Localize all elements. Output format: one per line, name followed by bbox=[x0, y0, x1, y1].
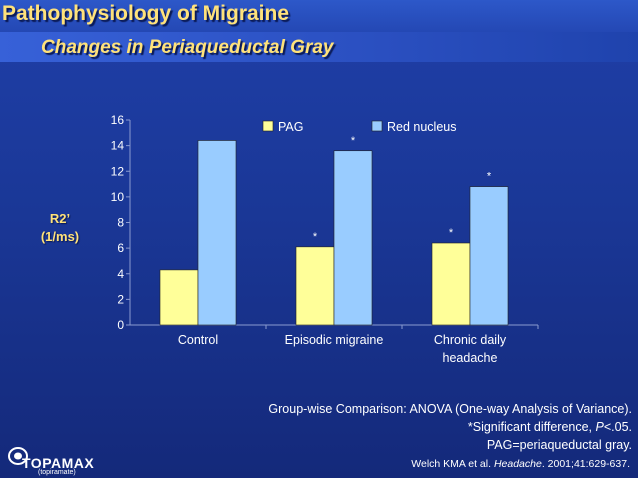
y-tick-label: 12 bbox=[111, 164, 125, 178]
bar-red-nucleus bbox=[197, 140, 237, 326]
bar-chart: 0 2 4 6 8 10 12 14 16 Control * * Episodic migraine *… bbox=[111, 113, 539, 365]
y-tick-label: 10 bbox=[111, 190, 125, 204]
significance-marker: * bbox=[351, 135, 356, 147]
logo-subtext: (topiramate) bbox=[38, 469, 76, 476]
bar-red-nucleus bbox=[469, 186, 509, 326]
citation-details: . 2001;41:629-637. bbox=[541, 458, 630, 470]
x-tick-label: Control bbox=[178, 333, 218, 347]
footnote-significance-text: *Significant difference, bbox=[467, 420, 596, 434]
title-bar bbox=[0, 0, 638, 32]
legend-swatch bbox=[371, 120, 383, 132]
y-tick-label: 0 bbox=[117, 318, 124, 332]
significance-marker: * bbox=[487, 171, 492, 183]
subtitle-band bbox=[0, 32, 638, 62]
page-subtitle: Changes in Periaqueductal Gray bbox=[41, 37, 334, 58]
bar-pag bbox=[159, 269, 199, 326]
citation-authors: Welch KMA et al. bbox=[411, 458, 494, 470]
y-tick-label: 2 bbox=[117, 292, 124, 306]
footnotes: Group-wise Comparison: ANOVA (One-way An… bbox=[268, 400, 632, 454]
x-tick-label: Episodic migraine bbox=[285, 333, 384, 347]
citation: Welch KMA et al. Headache. 2001;41:629-6… bbox=[411, 458, 630, 470]
footnote-p-symbol: P bbox=[595, 420, 604, 434]
y-tick-label: 8 bbox=[117, 216, 124, 230]
y-tick-label: 14 bbox=[111, 139, 125, 153]
y-axis-label-line-1: R2’ bbox=[49, 211, 71, 226]
footnote-p-threshold: <.05. bbox=[603, 420, 632, 434]
footnote-significance: *Significant difference, P<.05. bbox=[268, 418, 632, 436]
bar-pag bbox=[431, 242, 471, 326]
legend-label: Red nucleus bbox=[387, 120, 457, 134]
footnote-anova: Group-wise Comparison: ANOVA (One-way An… bbox=[268, 402, 632, 416]
legend-swatch bbox=[262, 120, 274, 132]
bar-red-nucleus bbox=[333, 150, 373, 326]
bar-pag bbox=[295, 246, 335, 326]
y-axis-label: R2’ (1/ms) bbox=[28, 210, 92, 246]
y-tick-label: 6 bbox=[117, 241, 124, 255]
significance-marker: * bbox=[449, 227, 454, 239]
footnote-abbreviation: PAG=periaqueductal gray. bbox=[486, 438, 632, 452]
y-tick-label: 16 bbox=[111, 113, 125, 127]
y-tick-label: 4 bbox=[117, 267, 124, 281]
logo-wordmark: TOPAMAX bbox=[22, 455, 95, 471]
page-title: Pathophysiology of Migraine bbox=[2, 2, 290, 25]
x-tick-label: headache bbox=[443, 351, 498, 365]
x-tick-label: Chronic daily bbox=[434, 333, 507, 347]
legend-label: PAG bbox=[278, 120, 303, 134]
significance-marker: * bbox=[313, 231, 318, 243]
y-axis-label-line-2: (1/ms) bbox=[40, 229, 80, 244]
citation-journal: Headache bbox=[493, 458, 542, 470]
topamax-logo-icon bbox=[8, 447, 28, 465]
